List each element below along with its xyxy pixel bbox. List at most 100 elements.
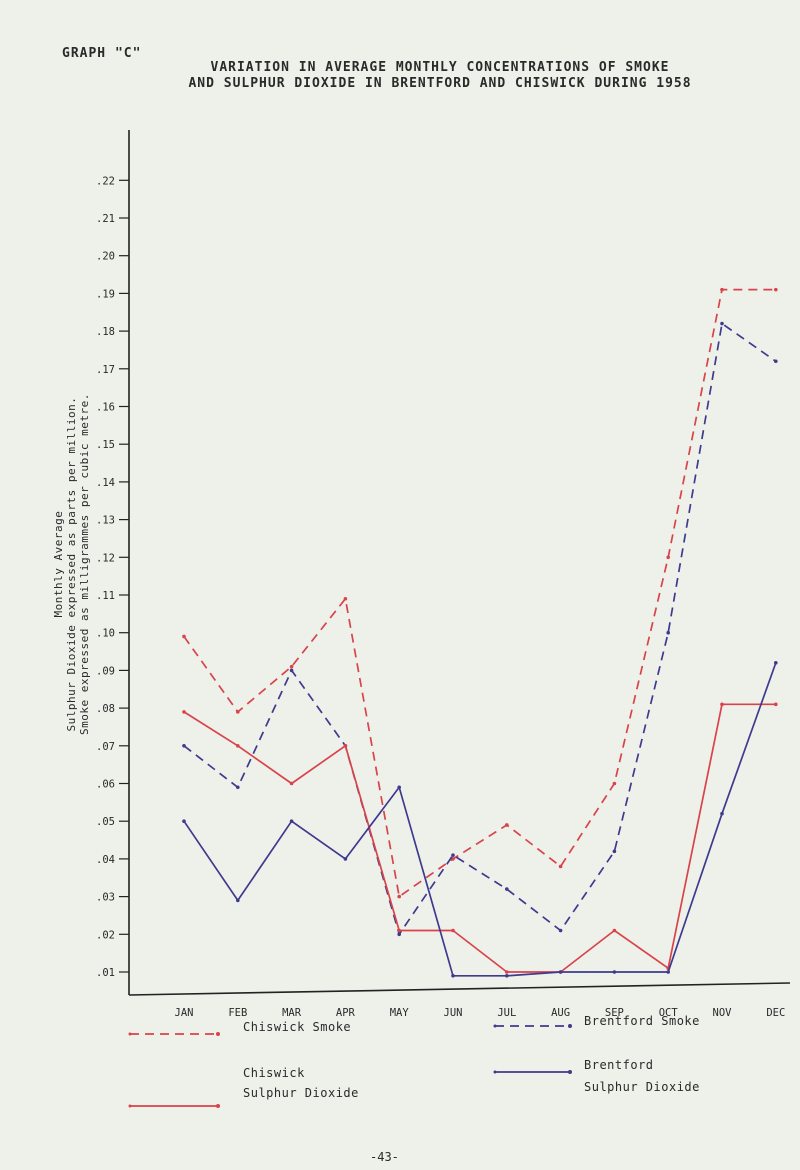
legend-sample-brentford-so2-start bbox=[493, 1070, 497, 1074]
y-tick-label: .12 bbox=[96, 552, 115, 564]
data-point-brentford-smoke bbox=[236, 785, 240, 790]
data-point-chiswick-sulphur-dioxide bbox=[451, 928, 455, 933]
legend-label-chiswick-so2-line-2: Sulphur Dioxide bbox=[243, 1086, 359, 1100]
x-axis bbox=[128, 982, 791, 996]
y-tick-label: .21 bbox=[96, 213, 115, 225]
x-tick-label: JAN bbox=[175, 1007, 194, 1019]
y-tick-label: .04 bbox=[96, 854, 115, 866]
x-tick-label: JUN bbox=[444, 1007, 463, 1019]
data-point-brentford-smoke bbox=[451, 853, 455, 857]
y-tick-label: .17 bbox=[96, 364, 115, 376]
data-point-brentford-smoke bbox=[720, 321, 724, 326]
data-point-chiswick-sulphur-dioxide bbox=[289, 781, 294, 786]
x-tick-label: APR bbox=[336, 1007, 356, 1019]
data-point-brentford-smoke bbox=[505, 887, 509, 891]
x-tick-label: AUG bbox=[551, 1007, 570, 1019]
y-tick-label: .13 bbox=[96, 515, 115, 527]
series-line-brentford-smoke bbox=[183, 322, 777, 936]
data-point-chiswick-smoke bbox=[720, 287, 724, 292]
y-tick-label: .09 bbox=[96, 665, 115, 677]
x-tick-label: FEB bbox=[228, 1007, 247, 1019]
legend-label-brentford-so2-line-1: Brentford bbox=[584, 1058, 654, 1072]
y-tick-label: .03 bbox=[96, 892, 115, 904]
x-tick-label: OCT bbox=[659, 1007, 679, 1019]
x-tick-label: SEP bbox=[605, 1007, 624, 1019]
page-number: -43- bbox=[370, 1150, 399, 1164]
y-tick-label: .14 bbox=[96, 477, 115, 489]
data-point-brentford-smoke bbox=[612, 849, 617, 854]
data-point-chiswick-smoke bbox=[666, 555, 670, 560]
data-point-chiswick-sulphur-dioxide bbox=[236, 744, 240, 748]
data-point-chiswick-smoke bbox=[343, 596, 348, 601]
y-tick-label: .07 bbox=[96, 741, 115, 753]
data-point-chiswick-sulphur-dioxide bbox=[182, 710, 186, 714]
data-point-brentford-sulphur-dioxide bbox=[289, 819, 294, 823]
data-point-chiswick-sulphur-dioxide bbox=[612, 928, 617, 933]
x-tick-label: NOV bbox=[713, 1007, 733, 1019]
y-tick-label: .05 bbox=[96, 816, 115, 828]
data-point-chiswick-sulphur-dioxide bbox=[720, 702, 724, 707]
y-tick-label: .16 bbox=[96, 402, 115, 414]
data-point-brentford-sulphur-dioxide bbox=[397, 785, 402, 790]
legend-sample-brentford-so2-end bbox=[568, 1070, 572, 1074]
data-point-chiswick-smoke bbox=[236, 710, 240, 714]
data-point-brentford-sulphur-dioxide bbox=[558, 970, 563, 974]
chart-title-line-1: VARIATION IN AVERAGE MONTHLY CONCENTRATI… bbox=[210, 60, 670, 75]
data-point-chiswick-sulphur-dioxide bbox=[774, 702, 778, 707]
data-point-brentford-sulphur-dioxide bbox=[666, 970, 670, 974]
data-point-brentford-sulphur-dioxide bbox=[774, 661, 778, 665]
chart-title-line-2: AND SULPHUR DIOXIDE IN BRENTFORD AND CHI… bbox=[188, 76, 692, 91]
legend-sample-brentford-smoke-end bbox=[568, 1024, 572, 1028]
legend-label-chiswick-smoke: Chiswick Smoke bbox=[243, 1020, 352, 1034]
data-point-chiswick-smoke bbox=[182, 634, 186, 639]
data-point-brentford-sulphur-dioxide bbox=[182, 819, 186, 823]
x-tick-label: MAY bbox=[390, 1007, 410, 1019]
data-point-chiswick-sulphur-dioxide bbox=[505, 970, 509, 974]
x-tick-label: MAR bbox=[282, 1007, 302, 1019]
y-tick-label: .18 bbox=[96, 326, 115, 338]
y-tick-label: .11 bbox=[96, 590, 115, 602]
y-tick-label: .19 bbox=[96, 288, 115, 300]
y-tick-label: .20 bbox=[96, 251, 115, 263]
data-point-brentford-sulphur-dioxide bbox=[720, 811, 724, 816]
legend-label-brentford-smoke: Brentford Smoke bbox=[584, 1014, 700, 1028]
legend-label-chiswick-so2-line-1: Chiswick bbox=[243, 1066, 305, 1080]
legend-sample-brentford-smoke-start bbox=[493, 1024, 497, 1028]
y-tick-label: .06 bbox=[96, 779, 115, 791]
data-point-brentford-sulphur-dioxide bbox=[612, 970, 617, 974]
data-point-chiswick-smoke bbox=[289, 664, 294, 669]
x-tick-label: DEC bbox=[766, 1007, 785, 1019]
data-point-chiswick-smoke bbox=[558, 864, 563, 869]
data-point-brentford-smoke bbox=[182, 744, 186, 748]
data-point-brentford-smoke bbox=[666, 630, 670, 635]
legend-sample-chiswick-so2-end bbox=[216, 1104, 220, 1108]
legend-sample-chiswick-so2-start bbox=[128, 1104, 132, 1108]
series-line-chiswick-smoke bbox=[183, 288, 776, 898]
legend-sample-chiswick-smoke-end bbox=[216, 1032, 220, 1036]
series-line-chiswick-sulphur-dioxide bbox=[183, 703, 776, 973]
data-point-chiswick-smoke bbox=[397, 894, 402, 899]
data-point-brentford-sulphur-dioxide bbox=[505, 973, 509, 978]
data-point-chiswick-smoke bbox=[505, 823, 509, 827]
series-line-brentford-sulphur-dioxide bbox=[183, 662, 777, 977]
data-point-brentford-smoke bbox=[397, 932, 402, 937]
y-tick-label: .08 bbox=[96, 703, 115, 715]
graph-label: GRAPH "C" bbox=[62, 46, 142, 61]
data-point-brentford-smoke bbox=[774, 359, 778, 364]
data-point-chiswick-smoke bbox=[774, 287, 778, 292]
y-tick-label: .15 bbox=[96, 439, 115, 451]
data-point-brentford-smoke bbox=[558, 928, 563, 933]
data-point-brentford-smoke bbox=[289, 668, 294, 673]
y-tick-label: .10 bbox=[96, 628, 115, 640]
data-point-chiswick-smoke bbox=[612, 781, 617, 786]
y-tick-label: .01 bbox=[96, 967, 115, 979]
data-point-chiswick-sulphur-dioxide bbox=[343, 744, 348, 748]
legend-sample-chiswick-smoke-start bbox=[128, 1032, 132, 1036]
legend-label-brentford-so2-line-2: Sulphur Dioxide bbox=[584, 1080, 700, 1094]
y-tick-label: .22 bbox=[96, 175, 115, 187]
data-point-brentford-sulphur-dioxide bbox=[343, 857, 348, 861]
y-tick-label: .02 bbox=[96, 929, 115, 941]
data-point-chiswick-sulphur-dioxide bbox=[397, 928, 402, 933]
x-tick-label: JUL bbox=[497, 1007, 516, 1019]
